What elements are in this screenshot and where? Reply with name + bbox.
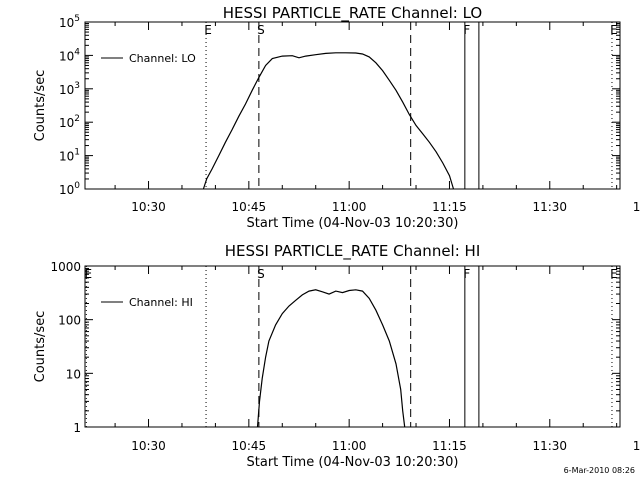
marker-label: S <box>257 267 265 281</box>
chart-title: HESSI PARTICLE_RATE Channel: HI <box>225 242 481 261</box>
legend-label: Channel: LO <box>129 52 196 65</box>
x-tick-label: 11:30 <box>532 439 567 453</box>
y-tick-label: 10 <box>66 367 81 381</box>
x-tick-label: 10:30 <box>131 200 166 214</box>
chart-2: HESSI PARTICLE_RATE Channel: HI 10:30 10:4… <box>33 242 640 470</box>
marker-label: E <box>85 267 93 281</box>
y-tick-label: 102 <box>59 114 80 130</box>
x-tick-label: 11:00 <box>332 200 367 214</box>
y-tick-label: 104 <box>59 47 80 63</box>
y-tick-label: 1000 <box>50 260 81 274</box>
y-tick-label: 105 <box>59 14 80 30</box>
x-tick-label: 11:30 <box>532 200 567 214</box>
series-line <box>256 289 406 428</box>
marker-label: E <box>204 23 212 37</box>
x-tick-label: 10:45 <box>232 439 267 453</box>
x-tick-label: 11:45 <box>633 200 640 214</box>
y-tick-label: 101 <box>59 148 80 164</box>
chart-1: HESSI PARTICLE_RATE Channel: LO 10:30 10:4… <box>33 4 640 231</box>
y-tick-label: 100 <box>58 314 81 328</box>
x-tick-label: 11:15 <box>432 200 467 214</box>
timestamp-label: 6-Mar-2010 08:26 <box>564 466 635 475</box>
y-tick-label: 100 <box>59 181 80 197</box>
marker-label: E <box>610 267 618 281</box>
plot-frame <box>84 21 621 190</box>
marker-label: F <box>463 267 470 281</box>
x-tick-label: 10:45 <box>232 200 267 214</box>
series-line <box>202 52 455 190</box>
marker-label: E <box>610 23 618 37</box>
x-axis-label: Start Time (04-Nov-03 10:20:30) <box>247 216 459 231</box>
x-tick-label: 11:00 <box>332 439 367 453</box>
legend-label: Channel: HI <box>129 296 193 309</box>
chart-title: HESSI PARTICLE_RATE Channel: LO <box>223 4 482 23</box>
y-axis-label: Counts/sec <box>33 70 48 142</box>
x-tick-label: 11:45 <box>633 439 640 453</box>
y-tick-label: 103 <box>59 81 80 97</box>
marker-label: S <box>257 23 265 37</box>
marker-label: F <box>463 23 470 37</box>
y-tick-label: 1 <box>73 421 81 435</box>
x-axis-label: Start Time (04-Nov-03 10:20:30) <box>247 455 459 470</box>
x-tick-label: 10:30 <box>131 439 166 453</box>
x-tick-label: 11:15 <box>432 439 467 453</box>
y-axis-label: Counts/sec <box>33 311 48 383</box>
plot-frame <box>84 265 621 428</box>
